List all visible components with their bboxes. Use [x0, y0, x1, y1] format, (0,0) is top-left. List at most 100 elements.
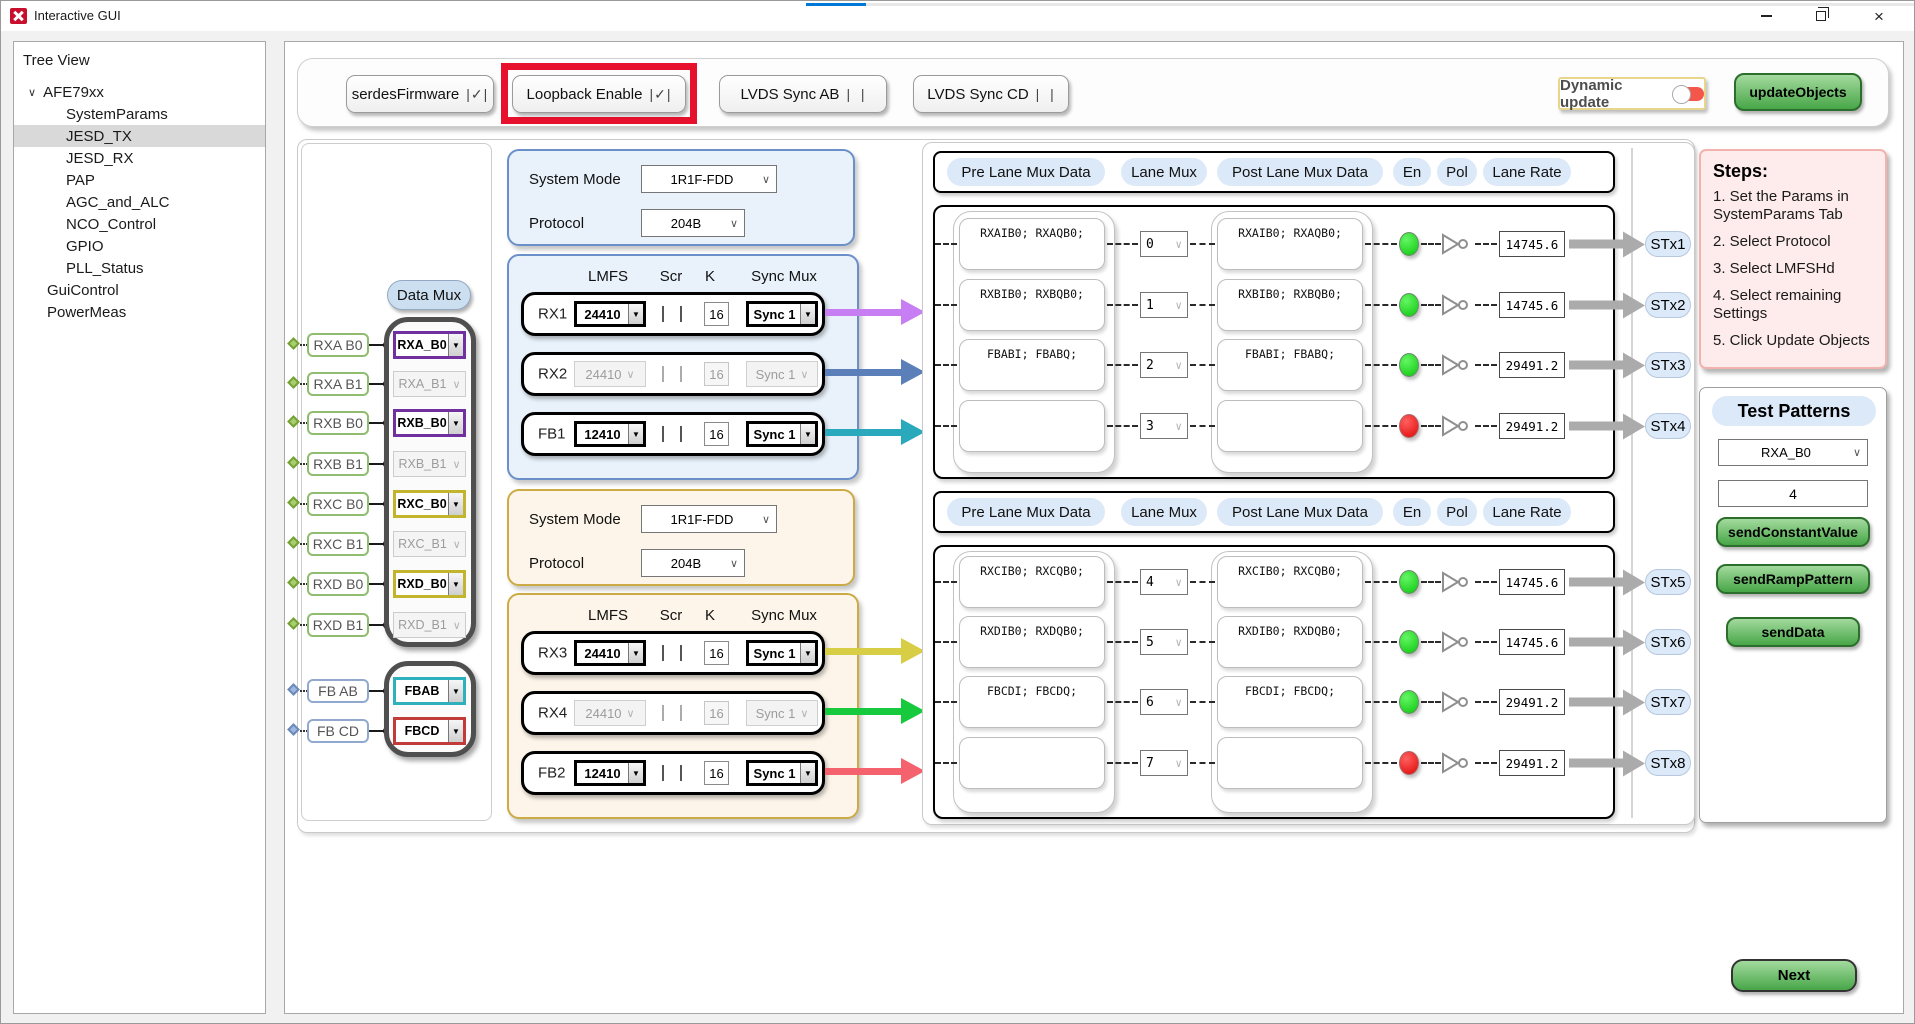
enable-led[interactable] — [1399, 570, 1419, 594]
stx-text: STx7 — [1650, 693, 1686, 711]
dynamic-update-toggle[interactable] — [1672, 84, 1704, 104]
tree-item-systemparams[interactable]: SystemParams — [14, 103, 265, 125]
enable-led[interactable] — [1399, 293, 1419, 317]
tree-item-label: PAP — [66, 171, 95, 189]
lane-mux-select[interactable]: 4 ∨ — [1140, 569, 1188, 595]
enable-led[interactable] — [1399, 751, 1419, 775]
tree-item-nco-control[interactable]: NCO_Control — [14, 213, 265, 235]
lmfs-panel-cd: LMFS Scr K Sync Mux RX3 24410 ▼ 16 Sync 1… — [507, 593, 859, 819]
lane-mux-select[interactable]: 0 ∨ — [1140, 231, 1188, 257]
sync-mux-select[interactable]: Sync 1 ▼ — [746, 760, 818, 786]
jesd-row-fb1: FB1 12410 ▼ 16 Sync 1 ▼ — [521, 412, 825, 456]
polarity-icon[interactable] — [1441, 571, 1471, 593]
label-text: RXA B0 — [313, 337, 363, 353]
restore-button[interactable] — [1798, 1, 1844, 31]
enable-led[interactable] — [1399, 232, 1419, 256]
mux-select-rxa-b0[interactable]: RXA_B0 ▼ — [393, 331, 466, 359]
enable-led[interactable] — [1399, 630, 1419, 654]
wire-dash — [300, 543, 308, 545]
sync-mux-select[interactable]: Sync 1 ▼ — [746, 640, 818, 666]
lvds-sync-ab-toggle[interactable]: LVDS Sync AB | | — [719, 75, 887, 113]
protocol-select[interactable]: 204B ∨ — [641, 209, 745, 237]
protocol-select[interactable]: 204B ∨ — [641, 549, 745, 577]
label-text: RXA B1 — [313, 376, 363, 392]
tree-item-pll-status[interactable]: PLL_Status — [14, 257, 265, 279]
lane-rate-box: 29491.2 — [1499, 750, 1565, 776]
select-value: 5 — [1146, 634, 1154, 650]
lmfs-select[interactable]: 24410 ▼ — [574, 301, 646, 327]
lane-row-1: RXBIB0; RXBQB0; 1 ∨ RXBIB0; RXBQB0; 14745… — [933, 279, 1695, 331]
polarity-icon[interactable] — [1441, 752, 1471, 774]
system-mode-select[interactable]: 1R1F-FDD ∨ — [641, 165, 777, 193]
column-header-scr: Scr — [659, 607, 683, 624]
polarity-icon[interactable] — [1441, 631, 1471, 653]
row-name: RX3 — [538, 644, 568, 662]
lane-mux-select[interactable]: 5 ∨ — [1140, 629, 1188, 655]
tree-item-agc-and-alc[interactable]: AGC_and_ALC — [14, 191, 265, 213]
polarity-icon[interactable] — [1441, 354, 1471, 376]
system-mode-select[interactable]: 1R1F-FDD ∨ — [641, 505, 777, 533]
wire-dash — [1107, 762, 1138, 764]
loopback-enable-toggle[interactable]: Loopback Enable |✓| — [512, 75, 686, 113]
select-value: 1R1F-FDD — [670, 171, 734, 187]
tree-item-pap[interactable]: PAP — [14, 169, 265, 191]
tree-item-guicontrol[interactable]: GuiControl — [14, 279, 265, 301]
post-lane-mux-box — [1217, 400, 1363, 452]
pre-lane-mux-box: RXDIB0; RXDQB0; — [959, 616, 1105, 668]
lane-mux-select[interactable]: 1 ∨ — [1140, 292, 1188, 318]
lane-mux-select[interactable]: 2 ∨ — [1140, 352, 1188, 378]
lmfs-select[interactable]: 12410 ▼ — [574, 421, 646, 447]
enable-led[interactable] — [1399, 414, 1419, 438]
polarity-icon[interactable] — [1441, 233, 1471, 255]
k-value-box: 16 — [704, 701, 729, 725]
scr-separator — [680, 705, 682, 721]
mux-select-fbab[interactable]: FBAB ▼ — [393, 677, 466, 705]
lane-mux-select[interactable]: 6 ∨ — [1140, 689, 1188, 715]
sync-mux-select[interactable]: Sync 1 ▼ — [746, 421, 818, 447]
mux-select-rxd-b0[interactable]: RXD_B0 ▼ — [393, 570, 466, 598]
mux-select-rxb-b0[interactable]: RXB_B0 ▼ — [393, 409, 466, 437]
enable-led[interactable] — [1399, 353, 1419, 377]
next-button[interactable]: Next — [1731, 959, 1857, 992]
lmfs-select[interactable]: 12410 ▼ — [574, 760, 646, 786]
lmfs-select[interactable]: 24410 ▼ — [574, 640, 646, 666]
test-pattern-channel-select[interactable]: RXA_B0 ∨ — [1718, 439, 1868, 466]
polarity-icon[interactable] — [1441, 691, 1471, 713]
minimize-button[interactable] — [1743, 1, 1789, 31]
constant-value-input[interactable]: 4 — [1718, 480, 1868, 507]
sync-mux-select[interactable]: Sync 1 ▼ — [746, 301, 818, 327]
titlebar-progress-accent — [806, 3, 866, 6]
tree-item-jesd-tx[interactable]: JESD_TX — [14, 125, 265, 147]
wire-dash — [1107, 364, 1138, 366]
select-value: Sync 1 — [753, 645, 796, 661]
tree-item-jesd-rx[interactable]: JESD_RX — [14, 147, 265, 169]
dropdown-arrow-icon: ▼ — [448, 573, 463, 595]
tree-item-gpio[interactable]: GPIO — [14, 235, 265, 257]
wire-dash — [1421, 243, 1441, 245]
window-title: Interactive GUI — [34, 8, 121, 23]
wire-dash — [1421, 762, 1441, 764]
chevron-expanded-icon[interactable]: ∨ — [28, 86, 37, 99]
post-lane-mux-box: RXDIB0; RXDQB0; — [1217, 616, 1363, 668]
update-objects-button[interactable]: updateObjects — [1734, 73, 1862, 111]
send-constant-value-button[interactable]: sendConstantValue — [1716, 517, 1870, 547]
send-data-button[interactable]: sendData — [1726, 617, 1860, 647]
close-button[interactable]: × — [1856, 1, 1902, 31]
tree-item-powermeas[interactable]: PowerMeas — [14, 301, 265, 323]
lvds-sync-cd-toggle[interactable]: LVDS Sync CD | | — [913, 75, 1069, 113]
mux-select-rxc-b0[interactable]: RXC_B0 ▼ — [393, 490, 466, 518]
polarity-icon[interactable] — [1441, 294, 1471, 316]
enable-led[interactable] — [1399, 690, 1419, 714]
select-value: 6 — [1146, 694, 1154, 710]
lane-mux-select[interactable]: 3 ∨ — [1140, 413, 1188, 439]
polarity-icon[interactable] — [1441, 415, 1471, 437]
lane-mux-select[interactable]: 7 ∨ — [1140, 750, 1188, 776]
jesd-row-rx3: RX3 24410 ▼ 16 Sync 1 ▼ — [521, 631, 825, 675]
send-ramp-pattern-button[interactable]: sendRampPattern — [1716, 564, 1870, 594]
tree-item-afe79xx[interactable]: ∨ AFE79xx — [14, 81, 265, 103]
serdes-firmware-toggle[interactable]: serdesFirmware |✓| — [346, 75, 494, 113]
mux-select-fbcd[interactable]: FBCD ▼ — [393, 717, 466, 745]
lane-rate-box: 14745.6 — [1499, 629, 1565, 655]
select-value: Sync 1 — [755, 366, 796, 382]
